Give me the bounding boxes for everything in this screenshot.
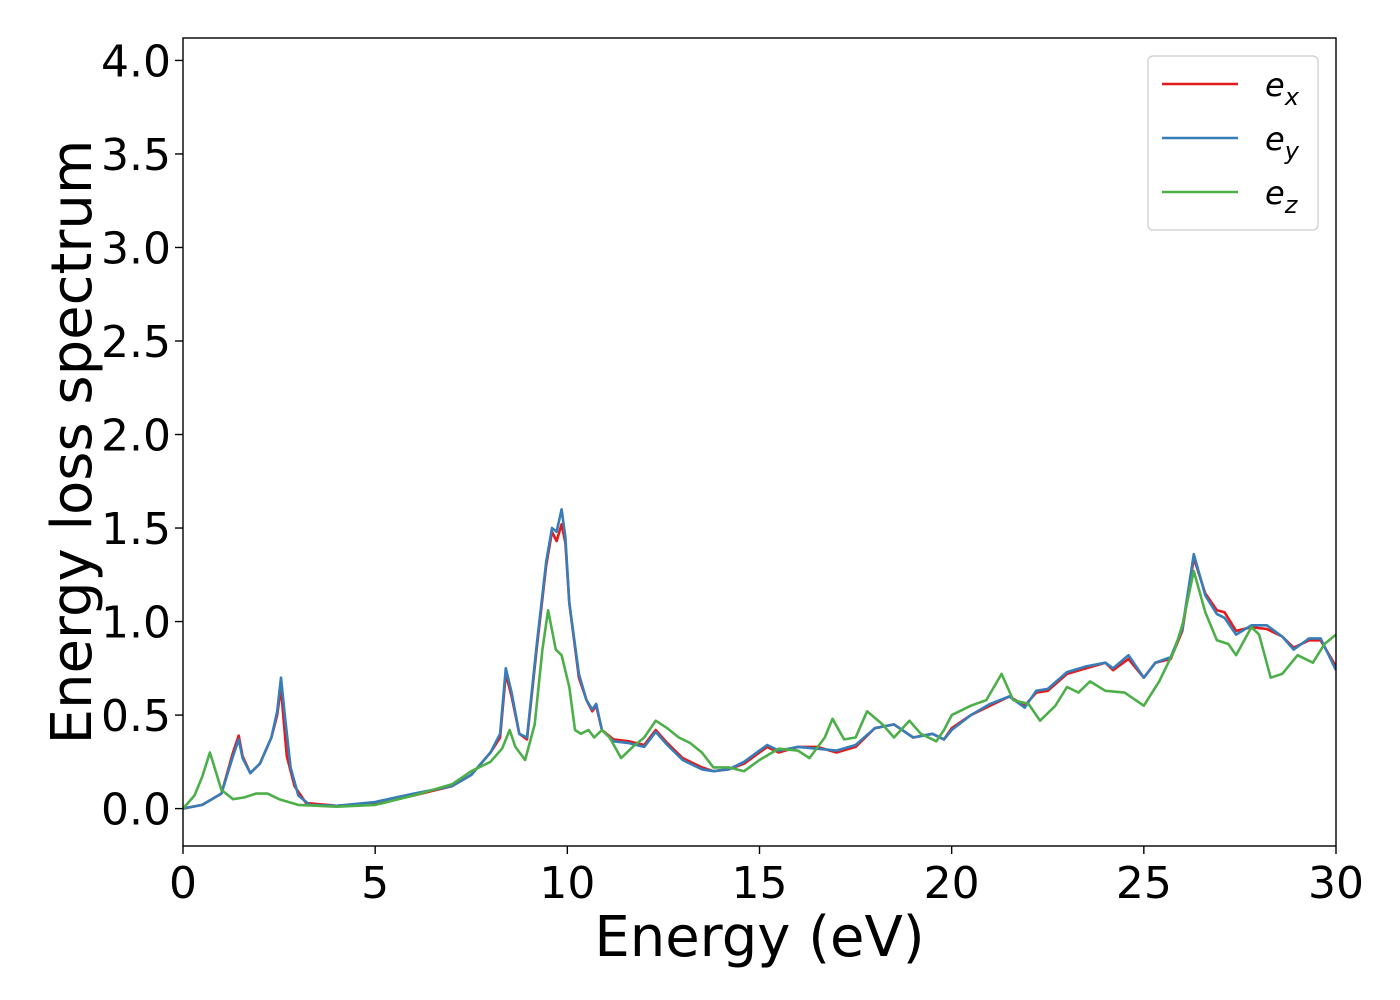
legend-box xyxy=(1147,55,1319,231)
axis-ticks: 0 5 10 15 20 25 30 0.0 0.5 1.0 1.5 2.0 2.5 3.0 3.5 4.0 xyxy=(101,36,1364,909)
series-line-z xyxy=(183,569,1336,810)
y-tick-label: 1.5 xyxy=(101,504,171,555)
y-tick-label: 2.0 xyxy=(101,411,171,462)
x-tick-label: 20 xyxy=(924,858,980,909)
legend-label-x: ex xyxy=(1265,66,1300,111)
x-tick-label: 15 xyxy=(732,858,788,909)
y-tick-label: 4.0 xyxy=(101,36,171,87)
legend-label-z: ez xyxy=(1265,174,1299,219)
y-tick-label: 1.0 xyxy=(101,598,171,649)
series-layer xyxy=(183,507,1336,810)
y-tick-label: 0.0 xyxy=(101,785,171,836)
x-tick-label: 0 xyxy=(169,858,197,909)
x-axis-title: Energy (eV) xyxy=(594,905,924,970)
y-axis-title: Energy loss spectrum xyxy=(40,140,105,745)
x-tick-label: 10 xyxy=(539,858,595,909)
x-tick-label: 30 xyxy=(1308,858,1364,909)
series-line-y xyxy=(183,507,1336,810)
y-tick-label: 0.5 xyxy=(101,691,171,742)
legend: ex ey ez xyxy=(1147,55,1319,231)
y-tick-label: 2.5 xyxy=(101,317,171,368)
series-line-x xyxy=(183,522,1336,810)
y-tick-label: 3.5 xyxy=(101,130,171,181)
x-tick-label: 25 xyxy=(1116,858,1172,909)
y-tick-label: 3.0 xyxy=(101,223,171,274)
legend-label-y: ey xyxy=(1265,120,1300,165)
x-tick-label: 5 xyxy=(361,858,389,909)
